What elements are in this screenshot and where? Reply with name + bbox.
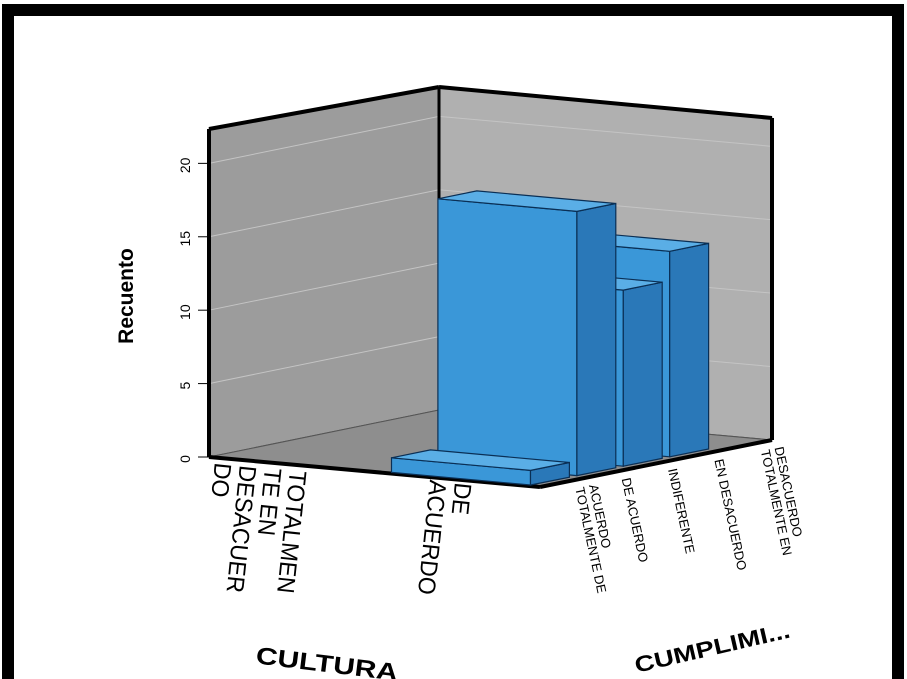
y-tick-label: 15 — [177, 231, 193, 247]
z-category-label: EN DESACUERDO — [711, 458, 749, 572]
y-tick-label: 0 — [177, 455, 193, 463]
x-category-label: DEACUERDO — [413, 479, 477, 599]
bar-face-side — [669, 242, 710, 458]
bar-face-front — [437, 198, 578, 477]
z-category-label: TOTALMENTE DEACUERDO — [572, 483, 623, 595]
y-tick-labels: 0 5 10 15 20 — [177, 157, 209, 463]
bar-face-top — [437, 190, 616, 213]
bar-face-side — [622, 281, 663, 467]
z-category-label: TOTALMENTE ENDESACUERDO — [758, 445, 809, 557]
bar — [390, 449, 571, 486]
chart-border — [2, 4, 904, 679]
y-tick-label: 20 — [177, 157, 193, 173]
left-wall — [208, 86, 440, 458]
x-category-labels: TOTALMENTE ENDESACUERDO DEACUERDO — [196, 462, 477, 600]
bar-face-side — [576, 202, 617, 477]
y-tick-label: 5 — [177, 381, 193, 389]
z-category-label: DE ACUERDO — [619, 476, 652, 563]
y-tick-label: 10 — [177, 304, 193, 320]
z-axis-label: CUMPLIMI... — [632, 618, 792, 678]
z-category-label: INDIFERENTE — [665, 467, 698, 555]
bars — [390, 190, 710, 486]
x-axis-label: CULTURA — [255, 641, 400, 679]
x-category-label: TOTALMENTE ENDESACUERDO — [196, 462, 311, 600]
bar-face-top — [391, 449, 570, 472]
bar — [437, 190, 617, 477]
y-axis-label: Recuento — [115, 248, 138, 344]
